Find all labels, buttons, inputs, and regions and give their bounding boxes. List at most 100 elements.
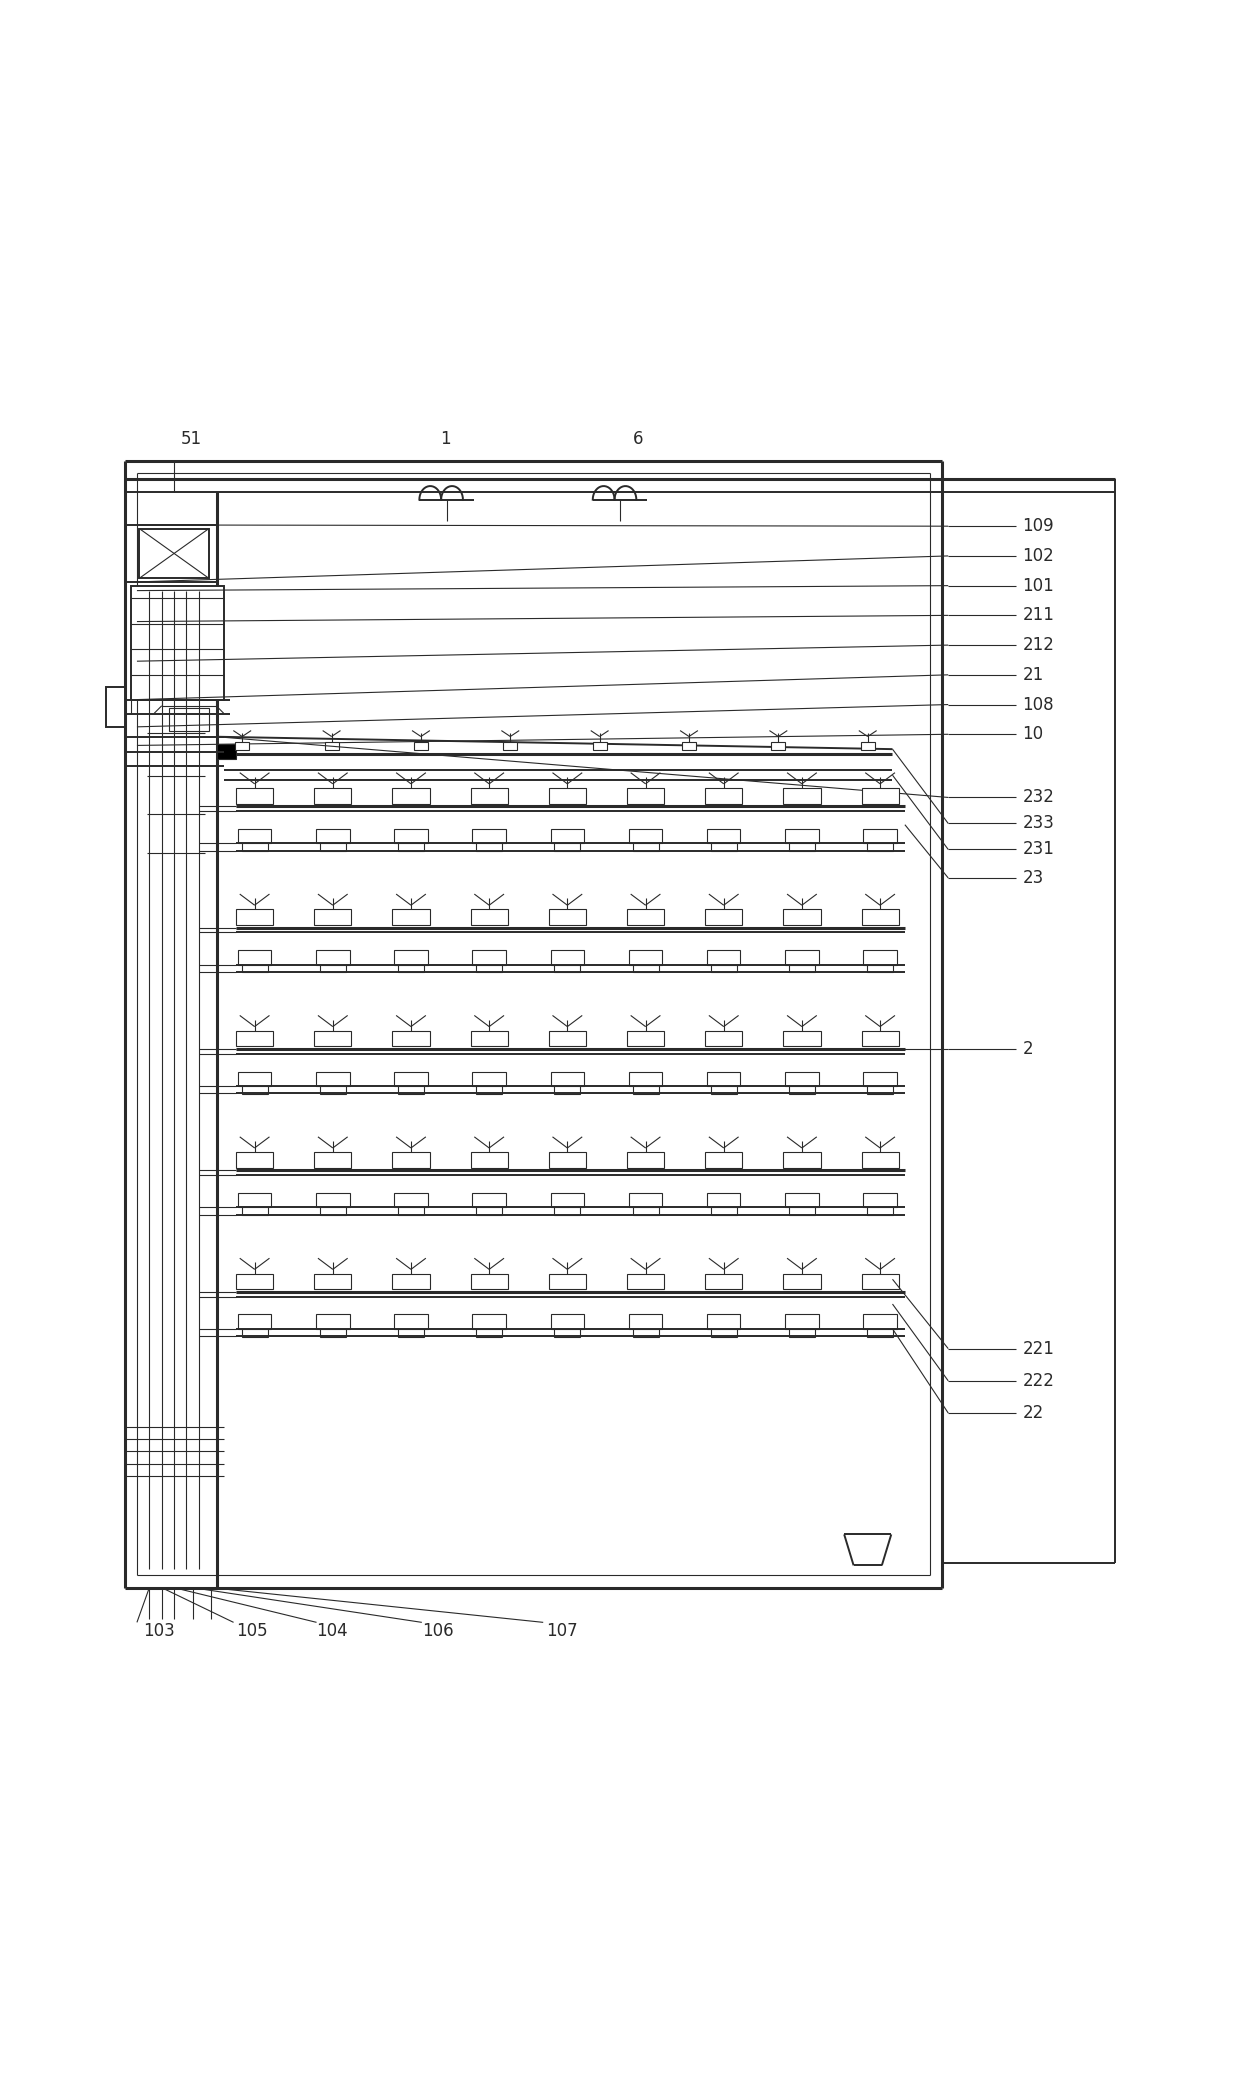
Bar xyxy=(394,1072,428,1086)
Bar xyxy=(629,1072,662,1086)
Bar xyxy=(549,1030,587,1047)
Bar xyxy=(629,1314,662,1329)
Bar xyxy=(471,1030,507,1047)
Bar xyxy=(627,1273,665,1289)
Bar xyxy=(632,1329,658,1337)
Bar xyxy=(629,949,662,964)
Text: 222: 222 xyxy=(1023,1372,1054,1389)
Bar xyxy=(316,1314,350,1329)
Bar xyxy=(706,1273,743,1289)
Bar xyxy=(554,1329,580,1337)
Bar xyxy=(320,844,346,852)
Bar xyxy=(236,1273,273,1289)
Bar xyxy=(164,626,213,661)
Bar xyxy=(785,1072,818,1086)
Bar xyxy=(238,829,272,844)
Bar xyxy=(682,742,696,750)
Bar xyxy=(472,949,506,964)
Bar xyxy=(632,1086,658,1095)
Bar xyxy=(394,1192,428,1206)
Text: 231: 231 xyxy=(1023,840,1054,858)
Bar xyxy=(130,587,223,699)
Text: 23: 23 xyxy=(1023,869,1044,887)
Bar xyxy=(236,788,273,804)
Bar xyxy=(627,1030,665,1047)
Bar xyxy=(392,788,429,804)
Bar xyxy=(629,1192,662,1206)
Bar xyxy=(785,829,818,844)
Bar xyxy=(392,1153,429,1167)
Bar xyxy=(472,829,506,844)
Bar xyxy=(554,964,580,972)
Bar xyxy=(139,529,208,578)
Bar xyxy=(472,1072,506,1086)
Bar xyxy=(394,949,428,964)
Bar xyxy=(320,1086,346,1095)
Bar xyxy=(392,1030,429,1047)
Bar xyxy=(414,742,428,750)
Bar xyxy=(392,910,429,925)
Text: 101: 101 xyxy=(1023,576,1054,595)
Bar xyxy=(784,1273,821,1289)
Text: 2: 2 xyxy=(1023,1041,1033,1057)
Text: 102: 102 xyxy=(1023,547,1054,566)
Bar xyxy=(711,964,737,972)
Bar xyxy=(236,1030,273,1047)
Bar xyxy=(789,1206,815,1215)
Text: 233: 233 xyxy=(1023,815,1054,833)
Bar xyxy=(238,1192,272,1206)
Bar xyxy=(711,1086,737,1095)
Bar xyxy=(632,1206,658,1215)
Bar xyxy=(105,688,124,728)
Bar xyxy=(242,1086,268,1095)
Text: 221: 221 xyxy=(1023,1339,1054,1358)
Bar xyxy=(398,1329,424,1337)
Bar xyxy=(161,591,216,622)
Bar xyxy=(238,1314,272,1329)
Bar xyxy=(771,742,785,750)
Bar xyxy=(867,1206,893,1215)
Bar xyxy=(706,1153,743,1167)
Bar xyxy=(314,910,351,925)
Bar xyxy=(320,964,346,972)
Bar xyxy=(867,964,893,972)
Bar xyxy=(862,1153,899,1167)
Bar xyxy=(314,1153,351,1167)
Bar xyxy=(549,1153,587,1167)
Text: 1: 1 xyxy=(440,431,451,448)
Text: 21: 21 xyxy=(1023,665,1044,684)
Bar xyxy=(236,1153,273,1167)
Bar xyxy=(629,829,662,844)
Bar xyxy=(863,1072,897,1086)
Bar xyxy=(549,1273,587,1289)
Bar xyxy=(785,1314,818,1329)
Bar xyxy=(398,844,424,852)
Bar xyxy=(476,844,502,852)
Text: 51: 51 xyxy=(180,431,201,448)
Bar xyxy=(863,1192,897,1206)
Bar xyxy=(314,788,351,804)
Bar xyxy=(242,844,268,852)
Bar xyxy=(785,949,818,964)
Bar xyxy=(471,1153,507,1167)
Bar xyxy=(320,1329,346,1337)
Text: 232: 232 xyxy=(1023,788,1054,806)
Bar xyxy=(863,1314,897,1329)
Bar xyxy=(549,788,587,804)
Bar xyxy=(549,910,587,925)
Text: 22: 22 xyxy=(1023,1403,1044,1422)
Text: 6: 6 xyxy=(632,431,642,448)
Bar xyxy=(503,742,517,750)
Bar xyxy=(161,665,216,705)
Bar xyxy=(314,1273,351,1289)
Bar xyxy=(784,1153,821,1167)
Bar xyxy=(867,844,893,852)
Bar xyxy=(238,1072,272,1086)
Bar xyxy=(551,1192,584,1206)
Bar xyxy=(476,1329,502,1337)
Bar xyxy=(707,1072,740,1086)
Bar xyxy=(169,709,208,730)
Bar xyxy=(392,1273,429,1289)
Bar xyxy=(472,1314,506,1329)
Bar xyxy=(632,844,658,852)
